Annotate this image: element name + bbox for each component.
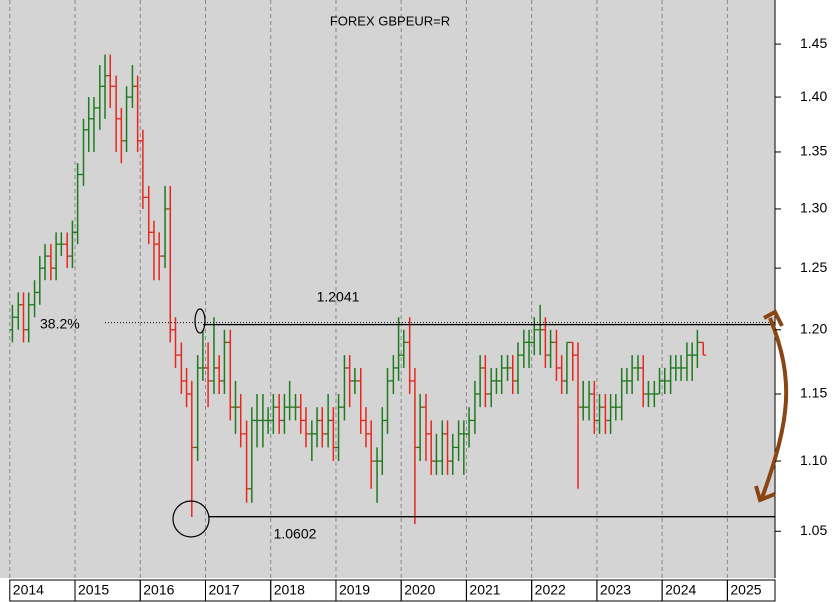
x-tick-label: 2015 <box>78 582 109 598</box>
ohlc-bar <box>270 393 277 434</box>
ohlc-bar <box>123 86 130 152</box>
ohlc-bar <box>433 433 440 475</box>
x-tick-label: 2023 <box>600 582 631 598</box>
x-tick-label: 2014 <box>13 582 44 598</box>
y-tick-label: 1.35 <box>800 143 827 159</box>
ohlc-bar <box>384 367 391 434</box>
ohlc-bar <box>629 355 636 394</box>
ohlc-bar <box>678 355 685 381</box>
y-tick-label: 1.25 <box>800 259 827 275</box>
x-tick-label: 2022 <box>535 582 566 598</box>
x-tick-label: 2025 <box>730 582 761 598</box>
chart-title: FOREX GBPEUR=R <box>330 13 450 28</box>
ohlc-bar <box>188 380 195 517</box>
bars <box>9 54 707 525</box>
ohlc-bar <box>531 317 538 356</box>
x-tick-label: 2017 <box>208 582 239 598</box>
ohlc-bar <box>107 54 114 108</box>
ohlc-bar <box>400 329 407 368</box>
ohlc-bar <box>205 342 212 408</box>
ohlc-bar <box>645 380 652 408</box>
ohlc-bar <box>9 304 16 343</box>
x-tick-label: 2016 <box>143 582 174 598</box>
ohlc-bar <box>563 341 570 394</box>
ohlc-bar <box>90 97 97 152</box>
ohlc-bar <box>139 129 146 209</box>
y-tick-label: 1.05 <box>800 522 827 538</box>
ohlc-bar <box>514 342 521 394</box>
ohlc-bar <box>237 393 244 448</box>
plot-background <box>0 0 775 578</box>
ohlc-bar <box>74 163 81 245</box>
ohlc-bar <box>547 329 554 368</box>
ohlc-bar <box>319 407 326 448</box>
y-tick-label: 1.20 <box>800 320 827 336</box>
ohlc-bar <box>580 380 587 421</box>
ohlc-bar <box>25 292 32 343</box>
ohlc-bar <box>694 329 701 368</box>
ohlc-bar <box>466 407 473 448</box>
ohlc-bar <box>417 393 424 462</box>
ohlc-bar <box>221 329 228 394</box>
ohlc-bar <box>302 407 309 448</box>
x-tick-label: 2019 <box>339 582 370 598</box>
x-tick-label: 2020 <box>404 582 435 598</box>
ohlc-bar <box>58 232 65 257</box>
overlay: 1.2041 1.0602 38.2% <box>40 288 775 541</box>
ohlc-bar <box>351 367 358 394</box>
ohlc-bar <box>700 341 707 356</box>
x-tick-label: 2024 <box>665 582 696 598</box>
grid <box>9 0 728 578</box>
y-tick-label: 1.30 <box>800 200 827 216</box>
ohlc-bar <box>335 393 342 462</box>
y-tick-label: 1.45 <box>800 35 827 51</box>
y-tick-label: 1.40 <box>800 88 827 104</box>
x-tick-box <box>726 579 776 602</box>
level-label: 1.2041 <box>317 288 360 304</box>
ohlc-bar <box>498 355 505 394</box>
ohlc-bar <box>661 367 668 394</box>
highlight-ellipse <box>194 308 206 334</box>
retracement-label: 38.2% <box>40 315 80 331</box>
y-tick-label: 1.15 <box>800 385 827 401</box>
ohlc-bar <box>286 380 293 421</box>
ohlc-bar <box>368 420 375 489</box>
ohlc-bar <box>254 393 261 448</box>
ohlc-bar <box>612 393 619 421</box>
highlight-circle <box>172 500 210 538</box>
ohlc-bar <box>156 232 163 281</box>
arrow-head <box>754 485 776 503</box>
y-tick-label: 1.10 <box>800 452 827 468</box>
ohlc-bar <box>42 244 49 281</box>
ohlc-bar <box>449 433 456 475</box>
level-label: 1.0602 <box>274 525 317 541</box>
range-arrow <box>760 317 789 499</box>
ohlc-bar <box>172 317 179 368</box>
arrow-head <box>763 309 784 327</box>
ohlc-bar <box>596 393 603 434</box>
x-tick-label: 2018 <box>274 582 305 598</box>
ohlc-bar <box>482 355 489 408</box>
x-tick-label: 2021 <box>469 582 500 598</box>
